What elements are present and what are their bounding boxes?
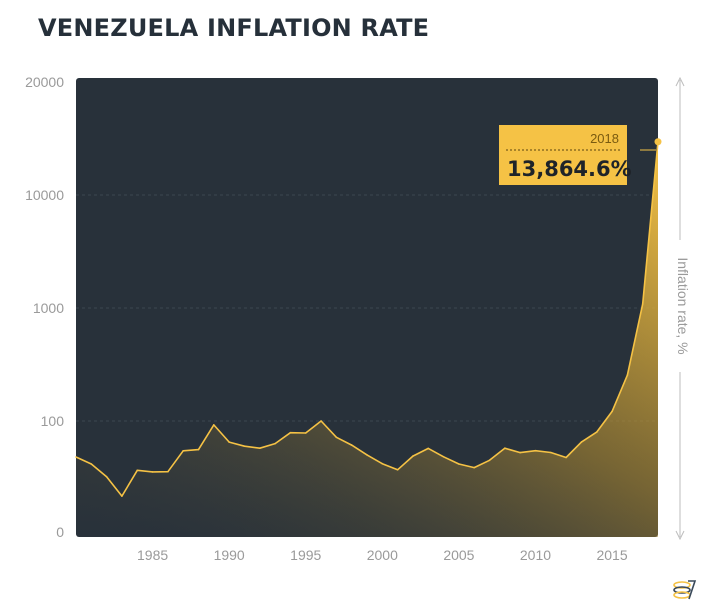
data-point bbox=[274, 442, 276, 445]
brand-logo-icon bbox=[673, 580, 697, 600]
data-point bbox=[488, 459, 491, 462]
data-point bbox=[320, 420, 322, 422]
highlight-point bbox=[654, 138, 662, 146]
data-point bbox=[167, 470, 169, 473]
y-axis-arrow-head bbox=[675, 76, 685, 87]
data-point bbox=[105, 475, 108, 478]
data-point bbox=[611, 410, 613, 413]
data-point bbox=[458, 463, 460, 465]
data-point bbox=[580, 441, 583, 443]
y-tick-label: 100 bbox=[41, 413, 65, 429]
data-point bbox=[121, 495, 123, 497]
data-point bbox=[427, 447, 430, 450]
y-tick-label: 1000 bbox=[33, 300, 64, 316]
highlight-callout: 2018 13,864.6% bbox=[499, 125, 662, 185]
data-point bbox=[75, 456, 77, 458]
data-point bbox=[304, 432, 307, 434]
data-point bbox=[473, 466, 476, 469]
data-point bbox=[519, 451, 521, 454]
callout-year: 2018 bbox=[590, 131, 619, 146]
data-point bbox=[90, 463, 93, 465]
data-point bbox=[396, 469, 399, 471]
data-point bbox=[350, 444, 353, 446]
data-point bbox=[151, 471, 154, 473]
data-point bbox=[243, 445, 246, 448]
y-tick-label: 0 bbox=[56, 524, 64, 540]
data-point bbox=[228, 441, 230, 443]
x-tick-label: 1995 bbox=[290, 547, 321, 563]
x-tick-label: 1990 bbox=[214, 547, 245, 563]
data-point bbox=[259, 447, 261, 450]
data-point bbox=[534, 449, 537, 452]
data-point bbox=[289, 431, 292, 434]
y-axis-arrow-tail bbox=[675, 530, 685, 541]
data-point bbox=[412, 455, 414, 457]
y-tick-label: 10000 bbox=[25, 187, 64, 203]
data-point bbox=[366, 454, 368, 456]
data-point bbox=[565, 456, 567, 459]
data-point bbox=[442, 456, 445, 458]
data-point bbox=[504, 447, 506, 450]
series-area-glow bbox=[76, 141, 658, 537]
data-point bbox=[335, 436, 338, 439]
data-point bbox=[550, 451, 552, 454]
data-point bbox=[595, 431, 598, 433]
chart-title: VENEZUELA INFLATION RATE bbox=[38, 14, 430, 42]
callout-box bbox=[499, 125, 627, 185]
data-point bbox=[626, 374, 629, 376]
x-tick-label: 2010 bbox=[520, 547, 551, 563]
x-tick-label: 2000 bbox=[367, 547, 398, 563]
callout-value: 13,864.6% bbox=[507, 157, 632, 181]
x-tick-label: 2005 bbox=[443, 547, 474, 563]
data-point bbox=[641, 303, 644, 305]
y-axis-label-group: Inflation rate, % bbox=[675, 76, 691, 541]
x-tick-label: 1985 bbox=[137, 547, 168, 563]
data-point bbox=[213, 424, 215, 426]
data-point bbox=[197, 448, 200, 451]
x-tick-label: 2015 bbox=[596, 547, 627, 563]
y-tick-label: 20000 bbox=[25, 74, 64, 90]
data-point bbox=[182, 450, 184, 452]
data-point bbox=[381, 462, 384, 465]
data-point bbox=[136, 469, 139, 472]
y-axis-label: Inflation rate, % bbox=[675, 257, 691, 354]
